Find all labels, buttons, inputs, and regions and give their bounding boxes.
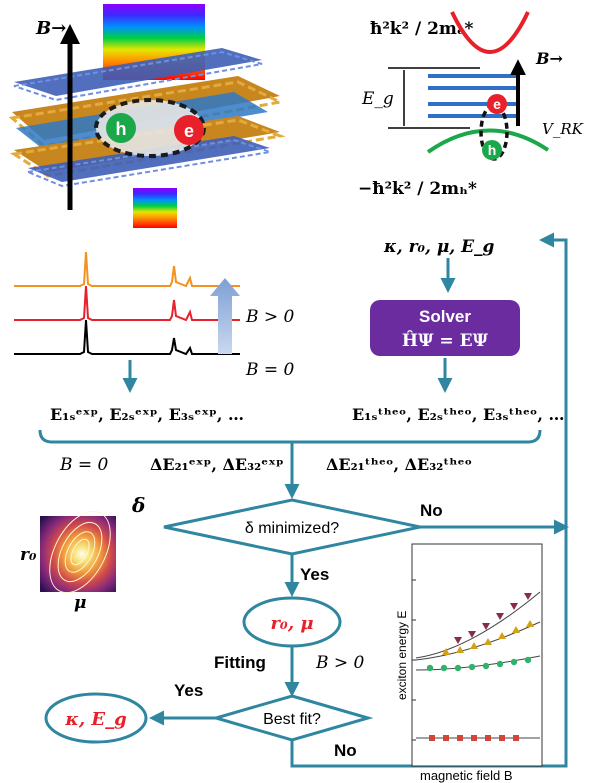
- electron-kinetic-term: ħ²k² / 2mₑ*: [370, 19, 473, 39]
- inset-y-label: exciton energy E: [395, 611, 409, 700]
- inset-data-marker: [513, 735, 519, 741]
- spectrum-b-positive-label: B > 0: [245, 307, 295, 327]
- solver-equation: ĤΨ = EΨ: [402, 330, 489, 351]
- fitting-b-positive-label: B > 0: [315, 653, 365, 673]
- spectrum-b-zero: [14, 319, 240, 356]
- electron-label: e: [184, 121, 194, 141]
- inset-markers: [426, 593, 534, 741]
- delta-exp: ΔE₂₁ᵉˣᵖ, ΔE₃₂ᵉˣᵖ: [150, 455, 284, 474]
- spectra-panel: B > 0 B = 0: [14, 251, 295, 380]
- inset-data-marker: [471, 735, 477, 741]
- no-label-1: No: [420, 501, 443, 520]
- inset-data-marker: [440, 664, 448, 672]
- conduction-band: [450, 11, 530, 54]
- inset-data-marker: [498, 632, 506, 639]
- inset-data-marker: [443, 735, 449, 741]
- material-illustration: h e B→: [8, 4, 286, 228]
- inset-data-marker: [510, 658, 518, 666]
- inset-data-marker: [482, 662, 490, 670]
- inset-data-marker: [454, 664, 462, 672]
- electron-particle: [174, 115, 204, 145]
- inset-data-marker: [457, 735, 463, 741]
- heatmap-y-label: r₀: [20, 545, 37, 565]
- theo-energies: E₁ₛᵗʰᵉᵒ, E₂ₛᵗʰᵉᵒ, E₃ₛᵗʰᵉᵒ, …: [352, 405, 565, 424]
- potential-label: V_RK: [542, 120, 584, 138]
- spectrum-b-large: [14, 251, 240, 288]
- hole-label: h: [116, 119, 127, 139]
- result-r0-mu-label: r₀, μ: [270, 613, 313, 634]
- magnetic-field-label: B→: [35, 18, 66, 39]
- band-hole-label: h: [488, 142, 497, 158]
- hole-kinetic-term: −ħ²k² / 2mₕ*: [358, 179, 477, 199]
- band-diagram: ħ²k² / 2mₑ* E_g e h B→ V_RK −ħ²k² / 2mₕ*: [358, 11, 584, 199]
- band-magnetic-label: B→: [535, 49, 563, 68]
- solver-title: Solver: [419, 307, 471, 326]
- no-loop-path: [290, 232, 568, 768]
- gap-label: E_g: [361, 89, 394, 109]
- inset-data-marker: [499, 735, 505, 741]
- fitting-label: Fitting: [214, 653, 266, 672]
- inset-x-label: magnetic field B: [420, 768, 513, 783]
- energies-b-zero-label: B = 0: [59, 455, 109, 475]
- inset-data-marker: [426, 664, 434, 672]
- inset-data-marker: [470, 642, 478, 649]
- yes-label-2: Yes: [174, 681, 203, 700]
- inset-data-marker: [482, 623, 490, 630]
- inset-data-marker: [524, 656, 532, 664]
- heatmap-contours: [49, 510, 111, 594]
- inset-y-ticks: [412, 579, 416, 741]
- spectrum-b-zero-label: B = 0: [245, 360, 295, 380]
- band-electron: [487, 94, 507, 114]
- inset-data-marker: [429, 735, 435, 741]
- flowchart: κ, r₀, μ, E_g Solver ĤΨ = EΨ E₁ₛᵉˣᵖ, E₂ₛ…: [38, 232, 569, 768]
- inset-data-marker: [442, 648, 450, 655]
- inset-data-marker: [456, 646, 464, 653]
- yes-label-1: Yes: [300, 565, 329, 584]
- inset-plot-frame: [411, 543, 543, 767]
- inset-data-marker: [468, 631, 476, 638]
- merge-bracket: [38, 429, 542, 444]
- delta-theo: ΔE₂₁ᵗʰᵉᵒ, ΔE₃₂ᵗʰᵉᵒ: [326, 455, 472, 474]
- heatmap-x-label: μ: [74, 593, 86, 613]
- result-kappa-eg: [44, 692, 148, 744]
- inset-data-marker: [526, 620, 534, 627]
- band-hole: [482, 140, 502, 160]
- inset-data-marker: [485, 735, 491, 741]
- no-label-2: No: [334, 741, 357, 760]
- inset-data-marker: [524, 593, 532, 600]
- heatmap-panel: r₀ μ: [20, 510, 116, 613]
- result-kappa-eg-label: κ, E_g: [64, 709, 126, 730]
- inset-data-marker: [512, 626, 520, 633]
- rainbow-spectrum-bottom: [133, 188, 177, 228]
- spectrum-b-small: [14, 285, 240, 322]
- field-increase-arrow: [210, 278, 240, 354]
- delta-symbol: δ: [131, 493, 145, 517]
- inset-data-marker: [468, 663, 476, 671]
- band-electron-label: e: [493, 96, 501, 112]
- inset-data-marker: [484, 638, 492, 645]
- decision-best-fit-label: Best fit?: [263, 711, 321, 728]
- solver-box: [370, 300, 520, 356]
- inset-plot: exciton energy E magnetic field B: [395, 543, 543, 783]
- decision-delta-label: δ minimized?: [245, 520, 339, 537]
- exciton-levels: [428, 74, 520, 118]
- input-parameters: κ, r₀, μ, E_g: [383, 237, 495, 257]
- inset-data-marker: [454, 637, 462, 644]
- inset-data-marker: [496, 660, 504, 668]
- valence-band: [426, 128, 550, 154]
- exp-energies: E₁ₛᵉˣᵖ, E₂ₛᵉˣᵖ, E₃ₛᵉˣᵖ, …: [50, 405, 244, 424]
- hole-particle: [106, 113, 136, 143]
- inset-data-marker: [510, 603, 518, 610]
- inset-data-marker: [496, 613, 504, 620]
